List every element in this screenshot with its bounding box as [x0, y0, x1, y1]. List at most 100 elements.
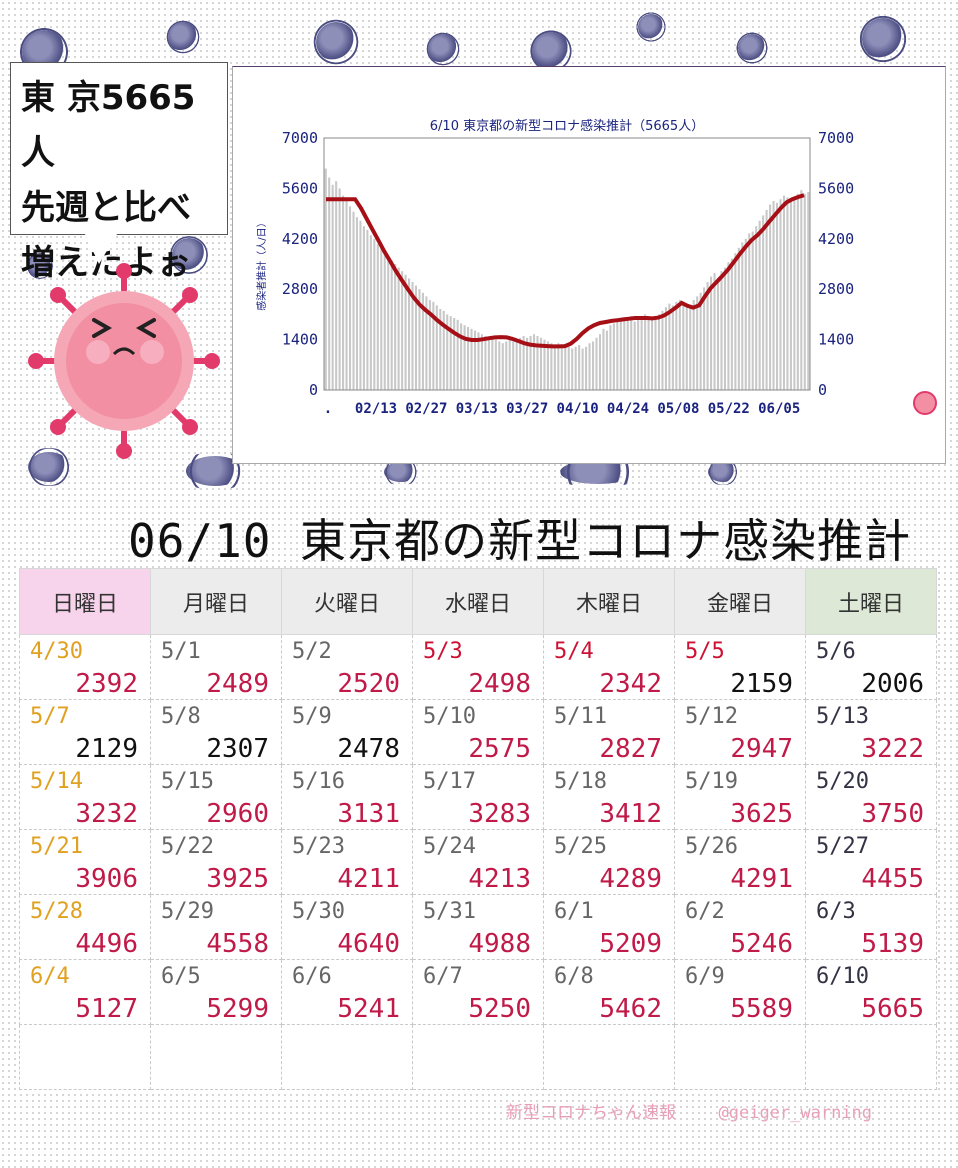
chart-bar: [366, 229, 369, 390]
chart-bars: [324, 168, 810, 390]
chart-bar: [460, 323, 463, 390]
chart-bar: [661, 310, 664, 390]
day-case-count: 2575: [468, 734, 531, 764]
day-date: 6/7: [423, 964, 463, 989]
chart-bar: [571, 348, 574, 390]
virus-decoration: [24, 250, 56, 282]
chart-bar: [664, 307, 667, 390]
chart-bar: [682, 303, 685, 390]
chart-bar: [675, 301, 678, 390]
chart-bar: [352, 211, 355, 390]
chart-bar: [536, 336, 539, 390]
calendar-day-cell: 6/3 5139: [805, 894, 937, 960]
calendar-day-cell: 5/14 3232: [19, 764, 151, 830]
calendar-day-cell: [150, 1024, 282, 1090]
calendar-day-cell: 5/18 3412: [543, 764, 675, 830]
chart-bar: [505, 341, 508, 390]
calendar-day-cell: 6/2 5246: [674, 894, 806, 960]
chart-bar: [512, 341, 515, 390]
chart-bar: [782, 195, 786, 390]
virus-mascot-icon: [28, 263, 220, 459]
day-case-count: 2489: [206, 669, 269, 699]
day-date: 5/24: [423, 834, 476, 859]
calendar-day-cell: 6/4 5127: [19, 959, 151, 1025]
chart-bar: [637, 318, 640, 390]
day-date: 5/17: [423, 769, 476, 794]
chart-bar: [557, 343, 560, 390]
day-case-count: 5299: [206, 994, 269, 1024]
chart-bar: [428, 300, 431, 390]
chart-bar: [796, 193, 799, 390]
calendar-day-cell: 5/6 2006: [805, 634, 937, 700]
chart-bar: [449, 316, 452, 390]
day-case-count: 5139: [861, 929, 924, 959]
chart-bar: [793, 199, 796, 390]
calendar-day-cell: 5/16 3131: [281, 764, 413, 830]
chart-bar: [484, 336, 487, 390]
chart-bar: [380, 247, 383, 390]
day-date: 6/5: [161, 964, 201, 989]
chart-bar: [519, 337, 522, 390]
calendar-day-cell: 5/28 4496: [19, 894, 151, 960]
day-date: 5/21: [30, 834, 83, 859]
day-case-count: 4291: [730, 864, 793, 894]
chart-bar: [741, 242, 744, 390]
x-tick-label: 05/22: [708, 401, 750, 417]
chart-bar: [595, 337, 598, 390]
day-date: 6/6: [292, 964, 332, 989]
day-case-count: 5589: [730, 994, 793, 1024]
chart-bar: [807, 192, 810, 390]
x-ticks: . 02/13 02/27 03/13 03/27 04/10 04/24 05/08 05/2…: [324, 401, 800, 417]
small-virus-icon: [913, 391, 937, 415]
chart-bar: [345, 201, 348, 390]
day-date: 5/20: [816, 769, 869, 794]
calendar-day-cell: 6/6 5241: [281, 959, 413, 1025]
day-date: 6/1: [554, 899, 594, 924]
calendar-day-cell: [412, 1024, 544, 1090]
day-date: 5/27: [816, 834, 869, 859]
chart-bar: [418, 289, 421, 390]
day-case-count: 2129: [75, 734, 138, 764]
virus-decoration: [526, 26, 576, 76]
chart-bar: [456, 319, 459, 390]
chart-bar: [543, 339, 546, 390]
calendar-week-row: 5/28 4496 5/29 4558 5/30 4640 5/31 4988 6/1 5209 6…: [19, 894, 937, 960]
chart-bar: [373, 238, 376, 390]
calendar-day-cell: 5/12 2947: [674, 699, 806, 765]
calendar-day-cell: [805, 1024, 937, 1090]
chart-bar: [803, 193, 806, 390]
day-date: 5/7: [30, 704, 70, 729]
chart-bar: [425, 296, 428, 390]
calendar-day-cell: 5/3 2498: [412, 634, 544, 700]
chart-bar: [734, 253, 737, 390]
x-tick-label: 06/05: [758, 401, 800, 417]
chart-bar: [567, 346, 570, 390]
day-case-count: 2478: [337, 734, 400, 764]
y-tick-label: 4200: [282, 230, 318, 248]
day-case-count: 2159: [730, 669, 793, 699]
chart-bar: [616, 321, 619, 390]
calendar-day-cell: 5/4 2342: [543, 634, 675, 700]
y-tick-label: 0: [309, 381, 318, 399]
chart-bar: [762, 215, 765, 390]
day-case-count: 3625: [730, 799, 793, 829]
calendar-day-cell: 5/8 2307: [150, 699, 282, 765]
day-case-count: 5209: [599, 929, 662, 959]
day-date: 6/2: [685, 899, 725, 924]
calendar-table: 日曜日 月曜日 火曜日 水曜日 木曜日 金曜日 土曜日 4/30 2392 5/1 2489 5/2…: [19, 568, 937, 1090]
chart-bar: [786, 197, 789, 390]
calendar-day-cell: 5/29 4558: [150, 894, 282, 960]
chart-bar: [696, 296, 699, 390]
chart-bar: [779, 199, 782, 390]
chart-bar: [463, 325, 466, 390]
chart-bar: [390, 260, 393, 390]
chart-bar: [755, 226, 758, 390]
virus-decoration: [703, 459, 743, 485]
calendar-day-cell: 5/26 4291: [674, 829, 806, 895]
chart-bar: [623, 318, 626, 390]
day-date: 5/16: [292, 769, 345, 794]
calendar-day-cell: 5/2 2520: [281, 634, 413, 700]
chart-bar: [689, 307, 692, 390]
x-tick-label: 04/24: [607, 401, 649, 417]
calendar-day-cell: 5/23 4211: [281, 829, 413, 895]
